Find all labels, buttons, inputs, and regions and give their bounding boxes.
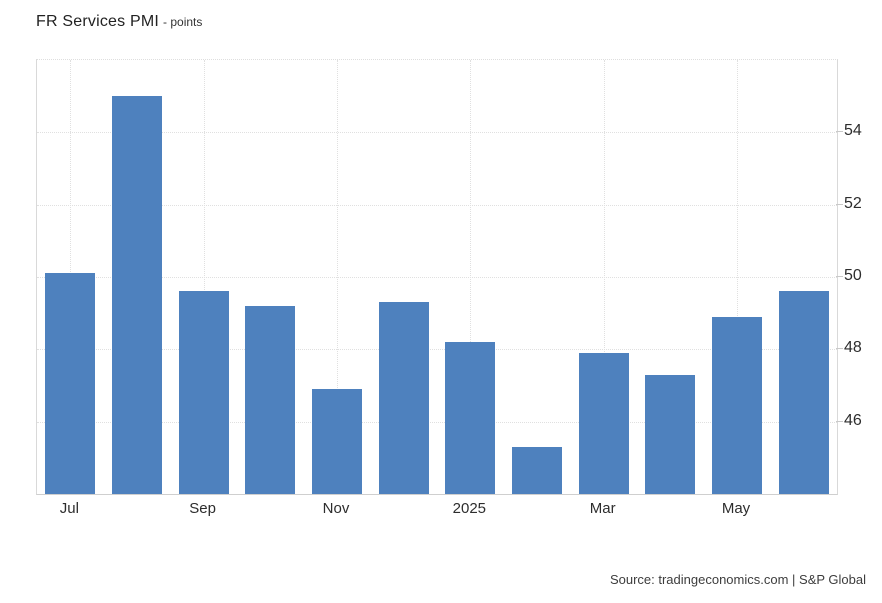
h-gridline (37, 132, 837, 134)
source-attribution: Source: tradingeconomics.com | S&P Globa… (609, 572, 866, 587)
chart-title-suffix: - points (163, 15, 203, 29)
y-axis-tick (836, 131, 843, 133)
y-axis-tick (836, 348, 843, 350)
x-tick-label: Mar (589, 500, 616, 517)
x-tick-label: 2025 (452, 500, 487, 517)
bar-mar-2025[interactable] (578, 352, 629, 494)
chart-title: FR Services PMI (36, 13, 160, 30)
v-gridline (737, 60, 738, 494)
bar-dec-2024[interactable] (378, 302, 429, 494)
chart-header: FR Services PMI - points (36, 13, 202, 31)
y-tick-label: 46 (844, 411, 862, 429)
h-gridline (37, 421, 837, 423)
bar-sep-2024[interactable] (178, 291, 229, 494)
y-axis-tick (836, 420, 843, 422)
y-tick-label: 48 (844, 339, 862, 357)
x-tick-label: Jul (59, 500, 79, 517)
y-axis-tick (836, 203, 843, 205)
bar-oct-2024[interactable] (245, 305, 296, 494)
plot-area (36, 59, 838, 495)
v-gridline (603, 60, 605, 494)
bar-jun-2025[interactable] (778, 291, 829, 494)
bar-nov-2024[interactable] (312, 389, 362, 494)
bar-feb-2025[interactable] (512, 446, 562, 494)
x-tick-label: Sep (189, 500, 217, 517)
y-tick-label: 50 (844, 267, 862, 284)
v-gridline (203, 60, 205, 494)
y-axis-tick (836, 276, 843, 277)
h-gridline (37, 349, 837, 351)
bar-jan-2025[interactable] (445, 342, 496, 494)
y-tick-label: 54 (844, 122, 862, 140)
bar-apr-2025[interactable] (645, 374, 696, 494)
x-tick-label: Nov (322, 500, 350, 517)
v-gridline (337, 60, 338, 494)
y-tick-label: 52 (844, 194, 862, 212)
x-tick-label: May (721, 500, 751, 517)
bar-jul-2024[interactable] (45, 273, 96, 494)
v-gridline (470, 60, 472, 494)
bar-aug-2024[interactable] (112, 96, 162, 494)
bar-may-2025[interactable] (712, 316, 762, 494)
h-gridline (37, 204, 837, 206)
h-gridline (37, 277, 837, 278)
